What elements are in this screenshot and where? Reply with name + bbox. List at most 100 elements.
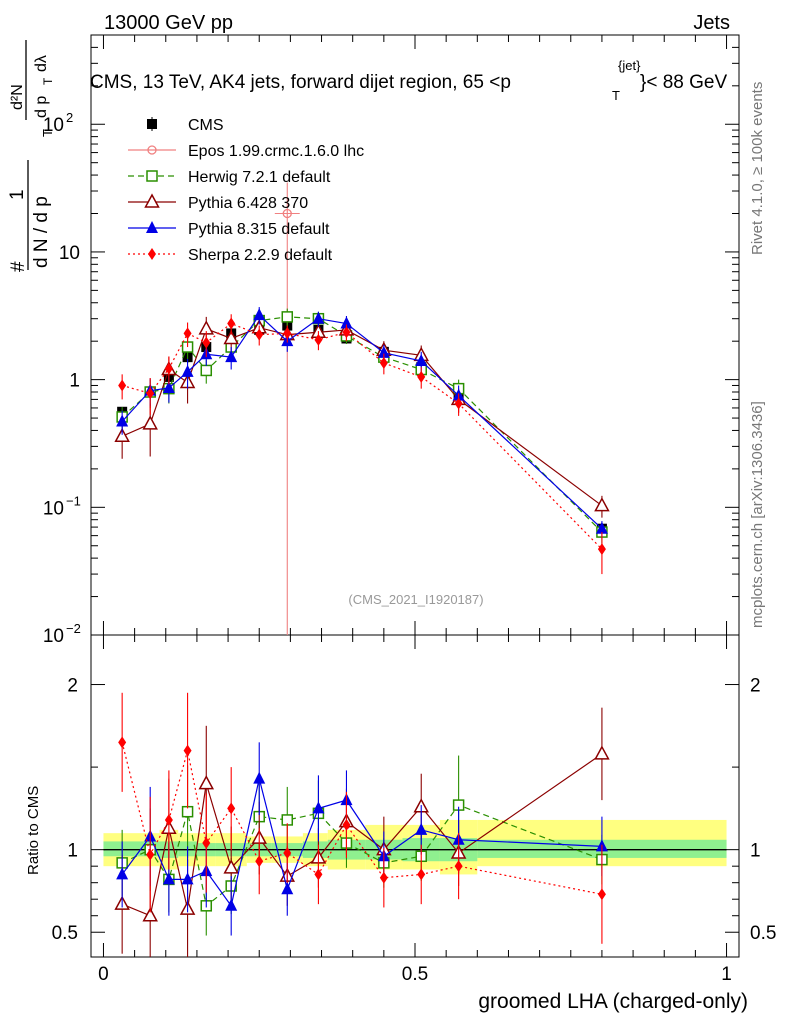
ratio-point [146, 848, 155, 861]
ratio-point [314, 868, 323, 881]
y-tick-label: 10 [43, 626, 64, 647]
x-tick-label: 1 [721, 964, 732, 985]
data-point [162, 380, 175, 393]
ratio-point [162, 872, 175, 885]
data-point [181, 364, 194, 377]
ratio-point [342, 818, 351, 831]
ratio-point [142, 907, 158, 922]
y-tick-exponent: −1 [66, 493, 81, 508]
ratio-point [312, 801, 325, 814]
data-point [597, 543, 606, 556]
ratio-tick-label-right: 1 [750, 841, 761, 862]
data-point [377, 345, 390, 358]
ratio-point [183, 744, 192, 757]
ratio-series-sherpa-2-2-9-default [118, 692, 606, 944]
data-point [114, 427, 130, 443]
data-point [340, 316, 353, 329]
data-point [282, 208, 292, 219]
series-epos-1-99-crmc-1-6-0-lhc [274, 182, 300, 635]
series-herwig-7-2-1-default [116, 308, 608, 544]
ratio-point [202, 837, 211, 850]
ratio-point [597, 888, 606, 901]
x-tick-label: 0 [98, 964, 109, 985]
data-point [342, 326, 351, 339]
data-point [255, 328, 264, 341]
ratio-line [121, 753, 603, 917]
ratio-band-inner [103, 841, 132, 857]
data-point [142, 415, 158, 430]
legend-entry-cms: CMS [147, 117, 224, 134]
ratio-point [281, 882, 294, 895]
ratio-tick-label-right: 0.5 [750, 923, 776, 944]
y-tick-exponent: −2 [66, 621, 81, 636]
ratio-point [454, 860, 463, 873]
legend-marker [144, 193, 160, 208]
data-point [281, 311, 294, 323]
plot-title-main: CMS, 13 TeV, AK4 jets, forward dijet reg… [90, 72, 511, 93]
ratio-tick-label-right: 2 [750, 676, 761, 697]
legend-entry-herwig-7-2-1-default: Herwig 7.2.1 default [128, 169, 331, 186]
legend-entry-sherpa-2-2-9-default: Sherpa 2.2.9 default [128, 247, 333, 264]
x-axis-label: groomed LHA (charged-only) [478, 990, 748, 1013]
y-label-numerator-1: 1 [7, 189, 28, 200]
data-point [594, 497, 610, 512]
series-layer [114, 182, 610, 957]
x-tick-label: 0.5 [402, 964, 428, 985]
ratio-point [198, 775, 215, 790]
plot-title-tail: }< 88 GeV [640, 72, 727, 93]
side-label-bottom: mcplots.cern.ch [arXiv:1306.3436] [749, 401, 766, 628]
ratio-line [121, 742, 603, 895]
ratio-point [283, 846, 292, 859]
ratio-point [181, 872, 194, 885]
watermark: (CMS_2021_I1920187) [348, 592, 483, 607]
header-left: 13000 GeV pp [104, 12, 233, 34]
legend-entry-pythia-6-428-370: Pythia 6.428 370 [128, 193, 308, 212]
series-sherpa-2-2-9-default [118, 314, 606, 575]
plot-title: CMS, 13 TeV, AK4 jets, forward dijet reg… [90, 58, 727, 103]
ratio-point [118, 736, 127, 749]
data-point [118, 379, 127, 392]
legend-label: Pythia 6.428 370 [188, 195, 308, 212]
ratio-point [417, 868, 426, 881]
data-point [223, 329, 239, 345]
legend-label: Epos 1.99.crmc.1.6.0 lhc [188, 143, 364, 160]
data-point [417, 370, 426, 383]
ratio-tick-label: 2 [67, 676, 78, 697]
legend-label: CMS [188, 117, 224, 134]
ratio-point [253, 771, 266, 784]
y-axis-label: 1 d N / d p T # d²N d p T dλ [7, 40, 55, 272]
ratio-point [227, 802, 236, 815]
data-point [164, 362, 173, 375]
data-point [283, 327, 292, 340]
legend-marker [147, 145, 157, 155]
legend-entry-epos-1-99-crmc-1-6-0-lhc: Epos 1.99.crmc.1.6.0 lhc [128, 143, 364, 160]
plot-title-sup: {jet} [618, 58, 641, 73]
y-label-t1: T [40, 129, 55, 137]
ratio-point [415, 822, 428, 835]
side-label-top: Rivet 4.1.0, ≥ 100k events [749, 82, 766, 255]
ratio-point [164, 813, 173, 826]
data-point [225, 350, 238, 363]
data-point [314, 333, 323, 346]
y-tick-label: 10 [59, 243, 80, 264]
ratio-point [225, 898, 238, 911]
series-line [121, 322, 603, 550]
ratio-y-axis-label: Ratio to CMS [25, 786, 42, 875]
legend-marker [146, 170, 158, 182]
series-line [121, 314, 603, 530]
data-point [415, 353, 428, 366]
data-point [200, 364, 213, 377]
data-point [116, 414, 129, 427]
legend-label: Herwig 7.2.1 default [188, 169, 331, 186]
y-tick-exponent: 2 [66, 110, 73, 125]
y-tick-label: 10 [43, 115, 64, 136]
y-label-hash: # [8, 261, 29, 272]
y-label-t2: T [41, 77, 55, 85]
data-point [202, 336, 211, 349]
y-label-dpt: d p [33, 96, 50, 118]
data-point [454, 397, 463, 410]
legend-marker [147, 119, 157, 129]
plot-title-sub: T [612, 88, 620, 103]
header-right: Jets [693, 12, 730, 34]
